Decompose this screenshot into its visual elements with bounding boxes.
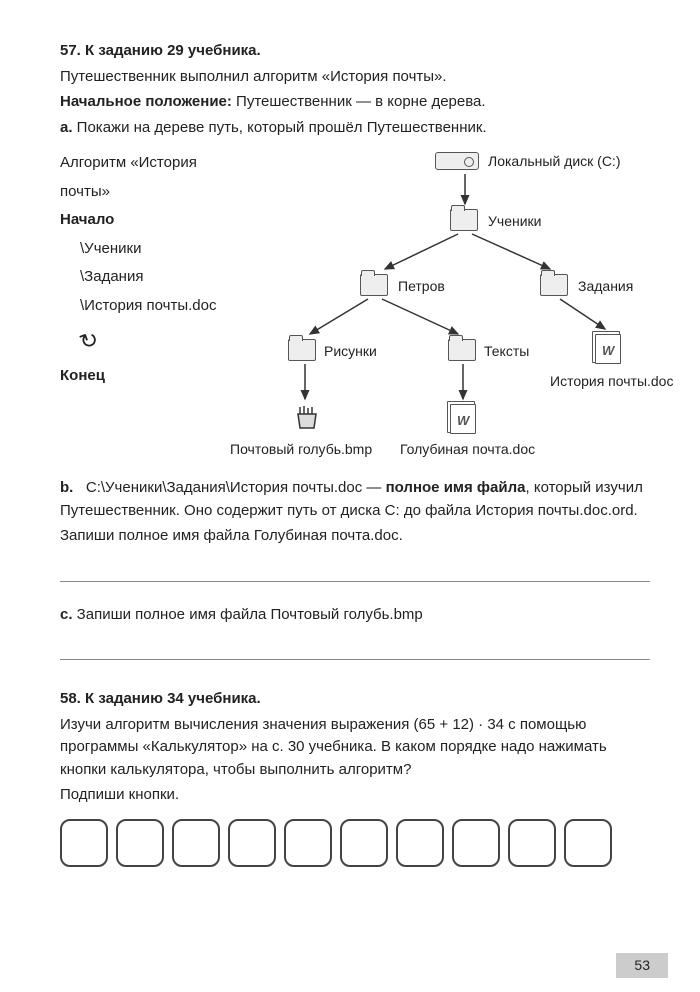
istoriya-node: W [595, 334, 625, 358]
golub-doc-node: W [450, 404, 480, 428]
calc-button-blank[interactable] [564, 819, 612, 867]
word-doc-icon: W [450, 404, 476, 434]
ucheniki-node [450, 209, 480, 233]
exercise-58: 58. К заданию 34 учебника. Изучи алгорит… [60, 688, 650, 867]
calc-button-blank[interactable] [508, 819, 556, 867]
golub-bmp-label: Почтовый голубь.bmp [230, 439, 372, 460]
ucheniki-label: Ученики [488, 211, 541, 232]
calc-button-blank[interactable] [340, 819, 388, 867]
ex57-intro: Путешественник выполнил алгоритм «Истори… [60, 66, 650, 89]
part-b: b. С:\Ученики\Задания\История почты.doc … [60, 477, 650, 582]
zadaniya-label: Задания [578, 276, 633, 297]
disk-icon [435, 152, 479, 170]
disk-label: Локальный диск (C:) [488, 151, 621, 172]
part-a-text: Покажи на дереве путь, который прошёл Пу… [73, 119, 487, 136]
folder-icon [360, 274, 388, 296]
part-b-rest2: Запиши полное имя файла Голубиная почта.… [60, 525, 650, 548]
risunki-label: Рисунки [324, 341, 377, 362]
ex57-task-a: а. Покажи на дереве путь, который прошёл… [60, 117, 650, 140]
ex58-body: Изучи алгоритм вычисления значения выраж… [60, 714, 650, 782]
golub-bmp-node [294, 404, 324, 428]
teksty-node [448, 339, 478, 363]
answer-line-c[interactable] [60, 640, 650, 660]
algo-end: Конец [60, 362, 250, 391]
calculator-button-row [60, 819, 650, 867]
calc-button-blank[interactable] [172, 819, 220, 867]
part-b-bold: полное имя файла [386, 479, 526, 496]
page-number: 53 [616, 953, 668, 978]
calc-button-blank[interactable] [284, 819, 332, 867]
part-a-label: а. [60, 119, 73, 136]
ex57-heading: 57. К заданию 29 учебника. [60, 42, 261, 59]
folder-icon [448, 339, 476, 361]
folder-icon [450, 209, 478, 231]
petrov-node [360, 274, 390, 298]
part-c: с. Запиши полное имя файла Почтовый голу… [60, 604, 650, 661]
teksty-label: Тексты [484, 341, 529, 362]
part-b-path: С:\Ученики\Задания\История почты.doc [86, 479, 362, 496]
algo-title: Алгоритм «История почты» [60, 149, 250, 206]
algo-start: Начало [60, 206, 250, 235]
answer-line-b[interactable] [60, 562, 650, 582]
algorithm-steps: Алгоритм «История почты» Начало \Ученики… [60, 149, 250, 390]
part-c-label: с. [60, 606, 73, 623]
initial-label: Начальное положение: [60, 93, 232, 110]
file-tree-diagram: Локальный диск (C:) Ученики Петров Задан… [250, 149, 650, 469]
algo-step-1: \Ученики [60, 235, 250, 264]
folder-icon [288, 339, 316, 361]
part-c-text: Запиши полное имя файла Почтовый голубь.… [73, 606, 423, 623]
calc-button-blank[interactable] [396, 819, 444, 867]
algorithm-block: Алгоритм «История почты» Начало \Ученики… [60, 149, 650, 469]
istoriya-label: История почты.doc [550, 371, 673, 392]
algo-step-3: \История почты.doc [60, 292, 250, 321]
algo-step-2: \Задания [60, 263, 250, 292]
part-b-label: b. [60, 479, 73, 496]
exercise-57: 57. К заданию 29 учебника. Путешественни… [60, 40, 650, 660]
ex57-initial: Начальное положение: Путешественник — в … [60, 91, 650, 114]
calc-button-blank[interactable] [60, 819, 108, 867]
zadaniya-node [540, 274, 570, 298]
disk-node [435, 152, 465, 176]
calc-button-blank[interactable] [116, 819, 164, 867]
petrov-label: Петров [398, 276, 445, 297]
risunki-node [288, 339, 318, 363]
part-b-dash: — [362, 479, 385, 496]
golub-doc-label: Голубиная почта.doc [400, 439, 535, 460]
paint-cup-icon [294, 404, 320, 430]
calc-button-blank[interactable] [452, 819, 500, 867]
ex58-heading: 58. К заданию 34 учебника. [60, 690, 261, 707]
initial-text: Путешественник — в корне дерева. [232, 93, 486, 110]
ex58-label-buttons: Подпиши кнопки. [60, 784, 650, 807]
folder-icon [540, 274, 568, 296]
calc-button-blank[interactable] [228, 819, 276, 867]
word-doc-icon: W [595, 334, 621, 364]
loop-icon: ↺ [73, 318, 105, 364]
